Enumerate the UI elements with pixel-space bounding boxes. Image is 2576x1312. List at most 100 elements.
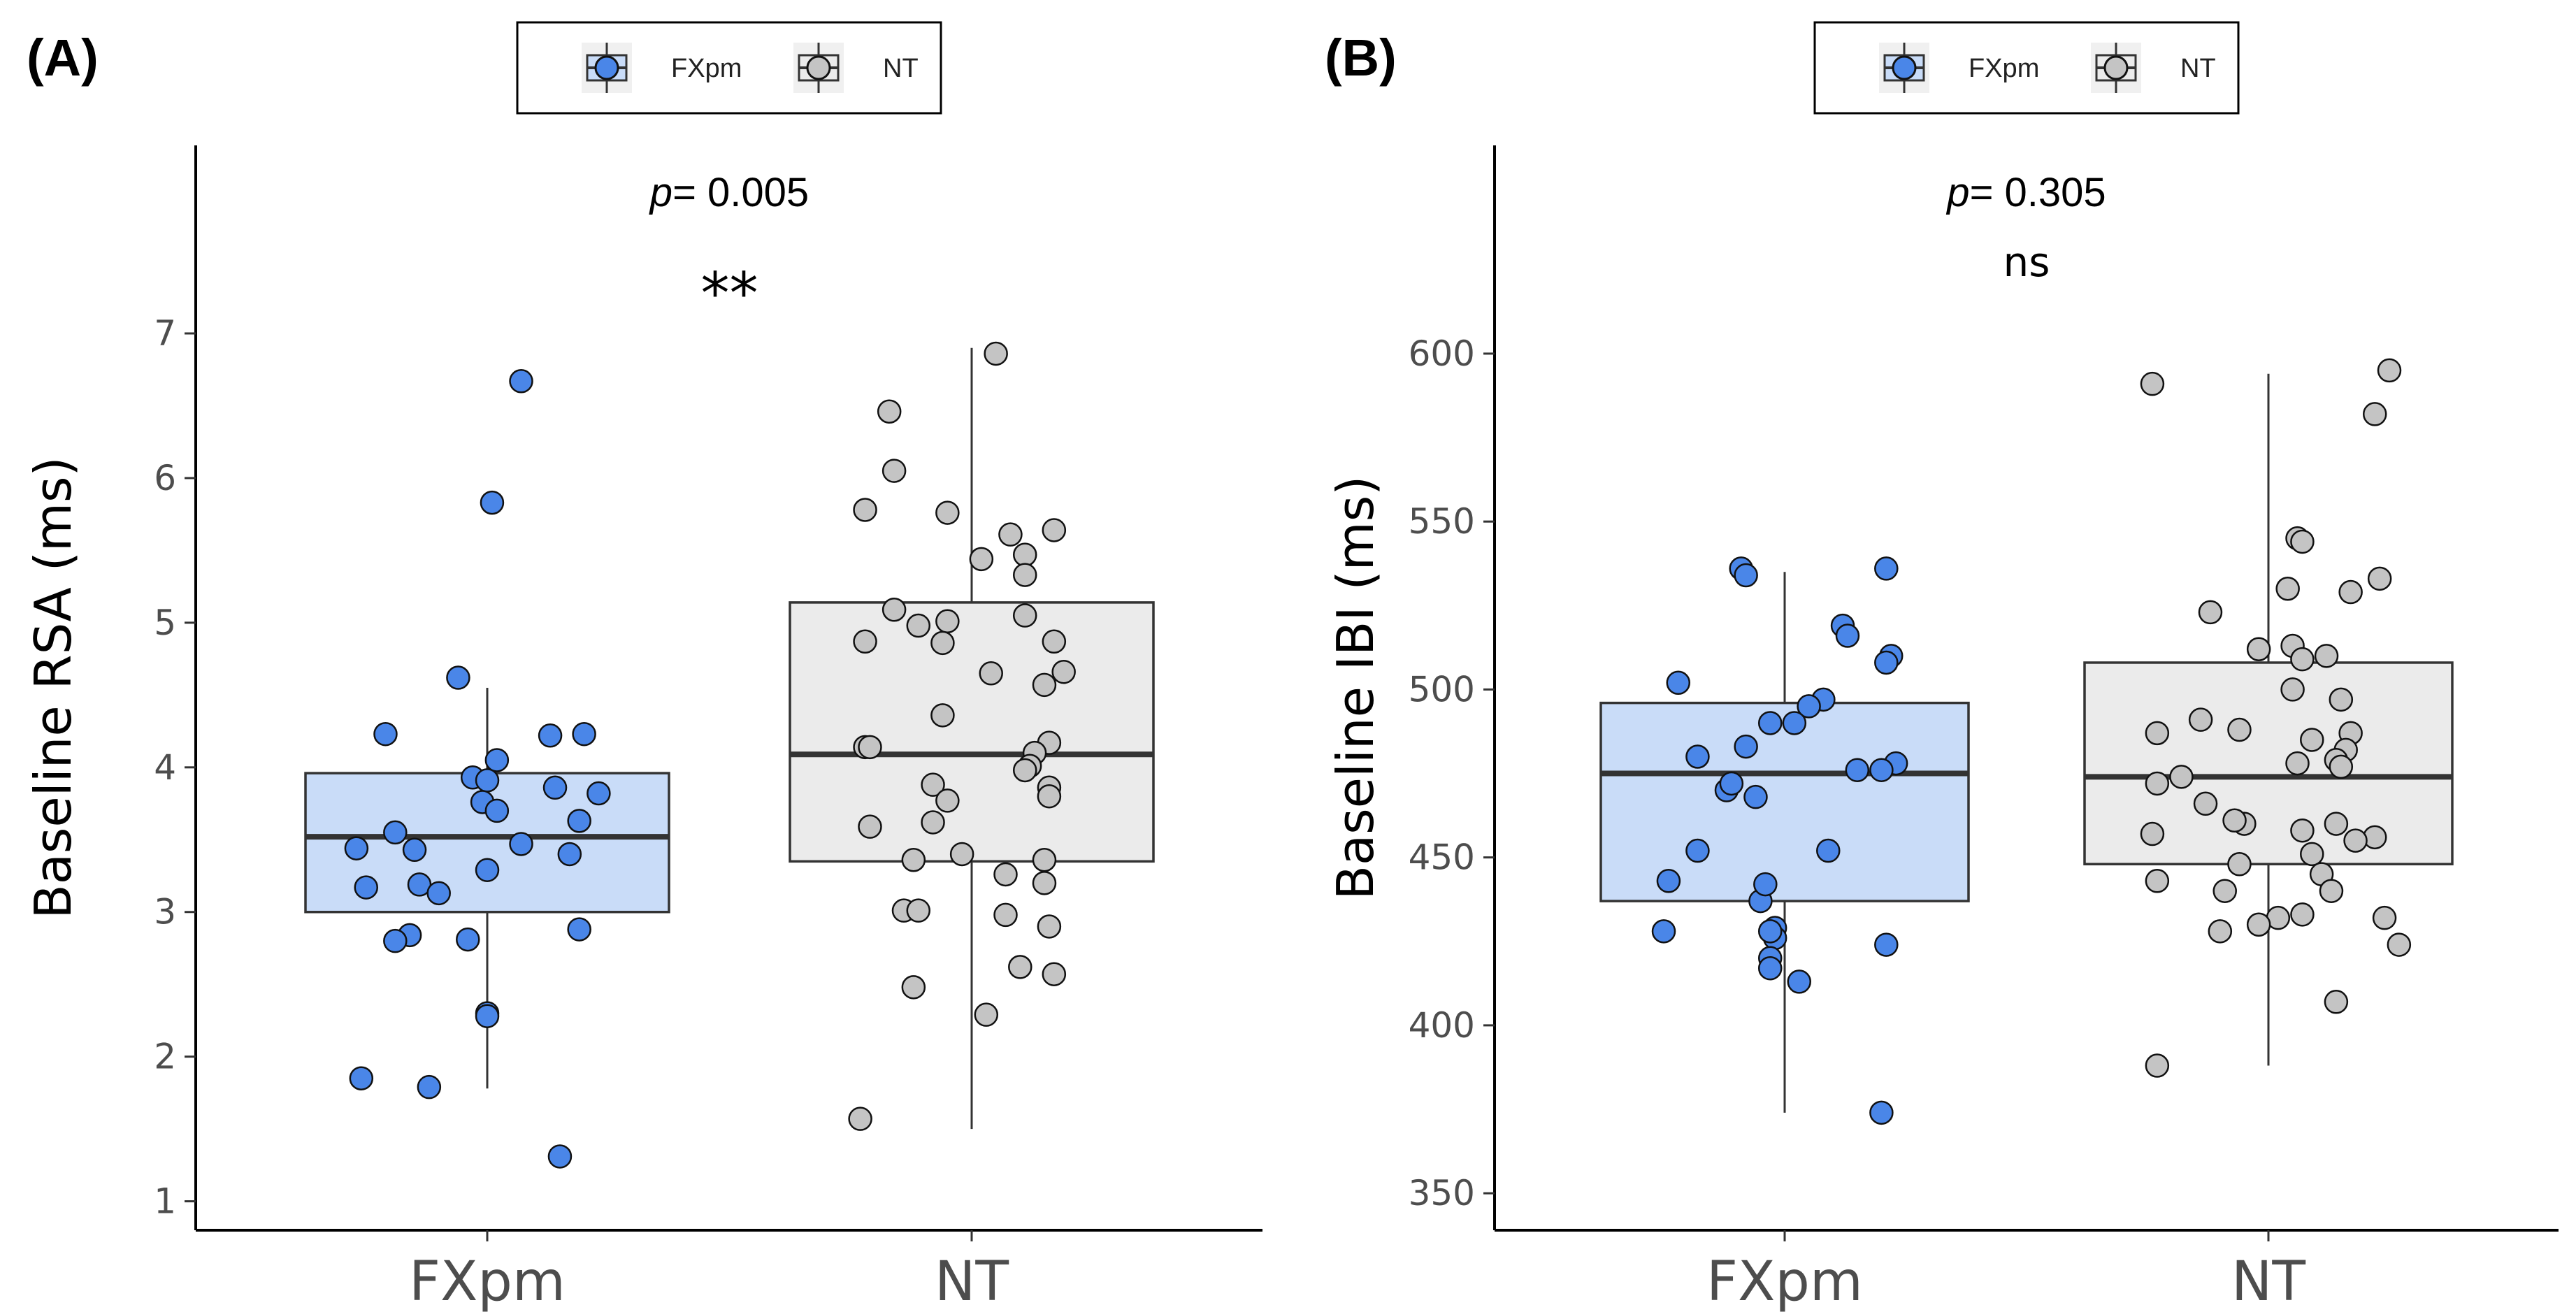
data-point-fxpm — [1874, 932, 1899, 957]
data-point-nt — [2343, 828, 2368, 853]
data-point-nt — [993, 902, 1018, 928]
data-point-nt — [930, 703, 955, 728]
data-point-nt — [949, 842, 974, 867]
data-point-fxpm — [484, 798, 510, 823]
data-point-fxpm — [1835, 623, 1860, 648]
data-point-fxpm — [1666, 670, 1691, 695]
box-iqr — [1599, 701, 1970, 902]
data-point-fxpm — [509, 832, 533, 856]
data-point-nt — [882, 598, 907, 622]
data-point-fxpm — [1757, 711, 1783, 735]
data-point-nt — [2169, 765, 2194, 789]
data-point-nt — [1008, 955, 1032, 979]
data-point-fxpm — [475, 1004, 500, 1028]
x-tick-label-nt: NT — [935, 1250, 1009, 1312]
panel-label: (B) — [1325, 29, 1397, 87]
data-point-nt — [2198, 600, 2223, 625]
data-point-nt — [2280, 677, 2305, 702]
data-point-fxpm — [1656, 869, 1681, 893]
legend-key-point — [2103, 55, 2129, 80]
panel-label: (A) — [27, 29, 99, 87]
data-point-fxpm — [1685, 744, 1710, 769]
data-point-nt — [2227, 852, 2252, 877]
legend-key-nt — [2091, 43, 2141, 93]
y-tick-label: 2 — [154, 1037, 176, 1077]
y-tick-label: 1 — [154, 1181, 176, 1222]
data-point-fxpm — [402, 837, 427, 863]
data-point-nt — [935, 788, 960, 813]
data-point-fxpm — [1734, 563, 1758, 588]
p-value: p= 0.005 — [649, 170, 809, 215]
data-point-nt — [1042, 518, 1067, 542]
data-point-fxpm — [373, 721, 398, 747]
box-fxpm — [1599, 572, 1970, 1113]
legend-label-nt: NT — [2180, 54, 2216, 83]
data-point-nt — [1042, 962, 1067, 986]
data-point-fxpm — [1874, 556, 1899, 581]
data-point-fxpm — [1782, 711, 1807, 735]
data-point-fxpm — [383, 820, 408, 845]
data-point-fxpm — [1734, 734, 1758, 759]
data-point-nt — [1012, 758, 1037, 783]
y-tick-label: 7 — [154, 313, 176, 354]
data-point-nt — [1032, 871, 1057, 895]
data-point-nt — [2324, 990, 2349, 1014]
box-nt — [789, 347, 1155, 1130]
data-point-fxpm — [587, 781, 611, 806]
data-point-nt — [2212, 879, 2237, 903]
legend-key-point — [1892, 55, 1917, 80]
legend: FXpm NT — [516, 21, 942, 115]
data-point-nt — [921, 772, 945, 797]
data-point-nt — [2314, 644, 2339, 668]
data-point-fxpm — [1869, 1100, 1894, 1125]
data-point-nt — [2367, 566, 2392, 591]
data-point-nt — [2285, 751, 2310, 776]
data-point-nt — [998, 522, 1023, 547]
data-point-fxpm — [383, 928, 408, 953]
y-tick-label: 6 — [154, 458, 176, 498]
data-point-fxpm — [426, 881, 451, 906]
data-point-fxpm — [1869, 758, 1894, 782]
data-point-fxpm — [567, 809, 591, 833]
panel-b: (B) FXpm NT 350 400 450 500 550 600 FXpm NT Baselin… — [1325, 21, 2559, 1312]
data-point-fxpm — [349, 1066, 374, 1090]
data-point-nt — [921, 810, 945, 835]
data-point-fxpm — [509, 369, 533, 394]
data-point-nt — [882, 459, 907, 483]
p-value-symbol: p — [649, 170, 672, 215]
data-point-nt — [2290, 647, 2315, 672]
data-point-nt — [877, 399, 902, 424]
y-tick-label: 600 — [1409, 333, 1475, 374]
y-axis-title: Baseline IBI (ms) — [1326, 476, 1385, 900]
data-point-nt — [1051, 659, 1076, 684]
data-point-nt — [2246, 637, 2271, 661]
y-tick-label: 500 — [1409, 669, 1475, 709]
data-point-fxpm — [1797, 694, 1821, 719]
data-point-nt — [1012, 563, 1037, 587]
data-point-fxpm — [1685, 838, 1710, 863]
data-point-nt — [2372, 905, 2397, 930]
data-point-fxpm — [567, 917, 591, 942]
data-point-nt — [935, 500, 960, 525]
data-point-nt — [2208, 919, 2233, 944]
y-tick-label: 400 — [1409, 1005, 1475, 1046]
data-point-nt — [1037, 914, 1062, 939]
data-point-fxpm — [547, 1144, 573, 1169]
data-point-nt — [2300, 728, 2324, 752]
p-value-number: = 0.005 — [672, 170, 809, 215]
data-point-nt — [2227, 717, 2252, 742]
data-point-fxpm — [1757, 919, 1783, 944]
data-point-fxpm — [1719, 771, 1744, 796]
data-point-nt — [984, 341, 1008, 366]
data-point-nt — [2222, 808, 2247, 833]
data-point-nt — [858, 735, 882, 760]
legend-label-fxpm: FXpm — [671, 54, 742, 83]
data-point-nt — [930, 630, 955, 656]
legend-key-nt — [793, 43, 844, 93]
y-tick-label: 450 — [1409, 837, 1475, 878]
data-point-fxpm — [480, 490, 505, 515]
panel-a: (A) FXpm NT 1 2 3 4 5 6 7 FXpm NT Baseline RSA (ms) p… — [24, 21, 1262, 1312]
data-point-fxpm — [1743, 784, 1768, 809]
data-point-fxpm — [1757, 956, 1783, 981]
box-iqr — [789, 601, 1155, 863]
